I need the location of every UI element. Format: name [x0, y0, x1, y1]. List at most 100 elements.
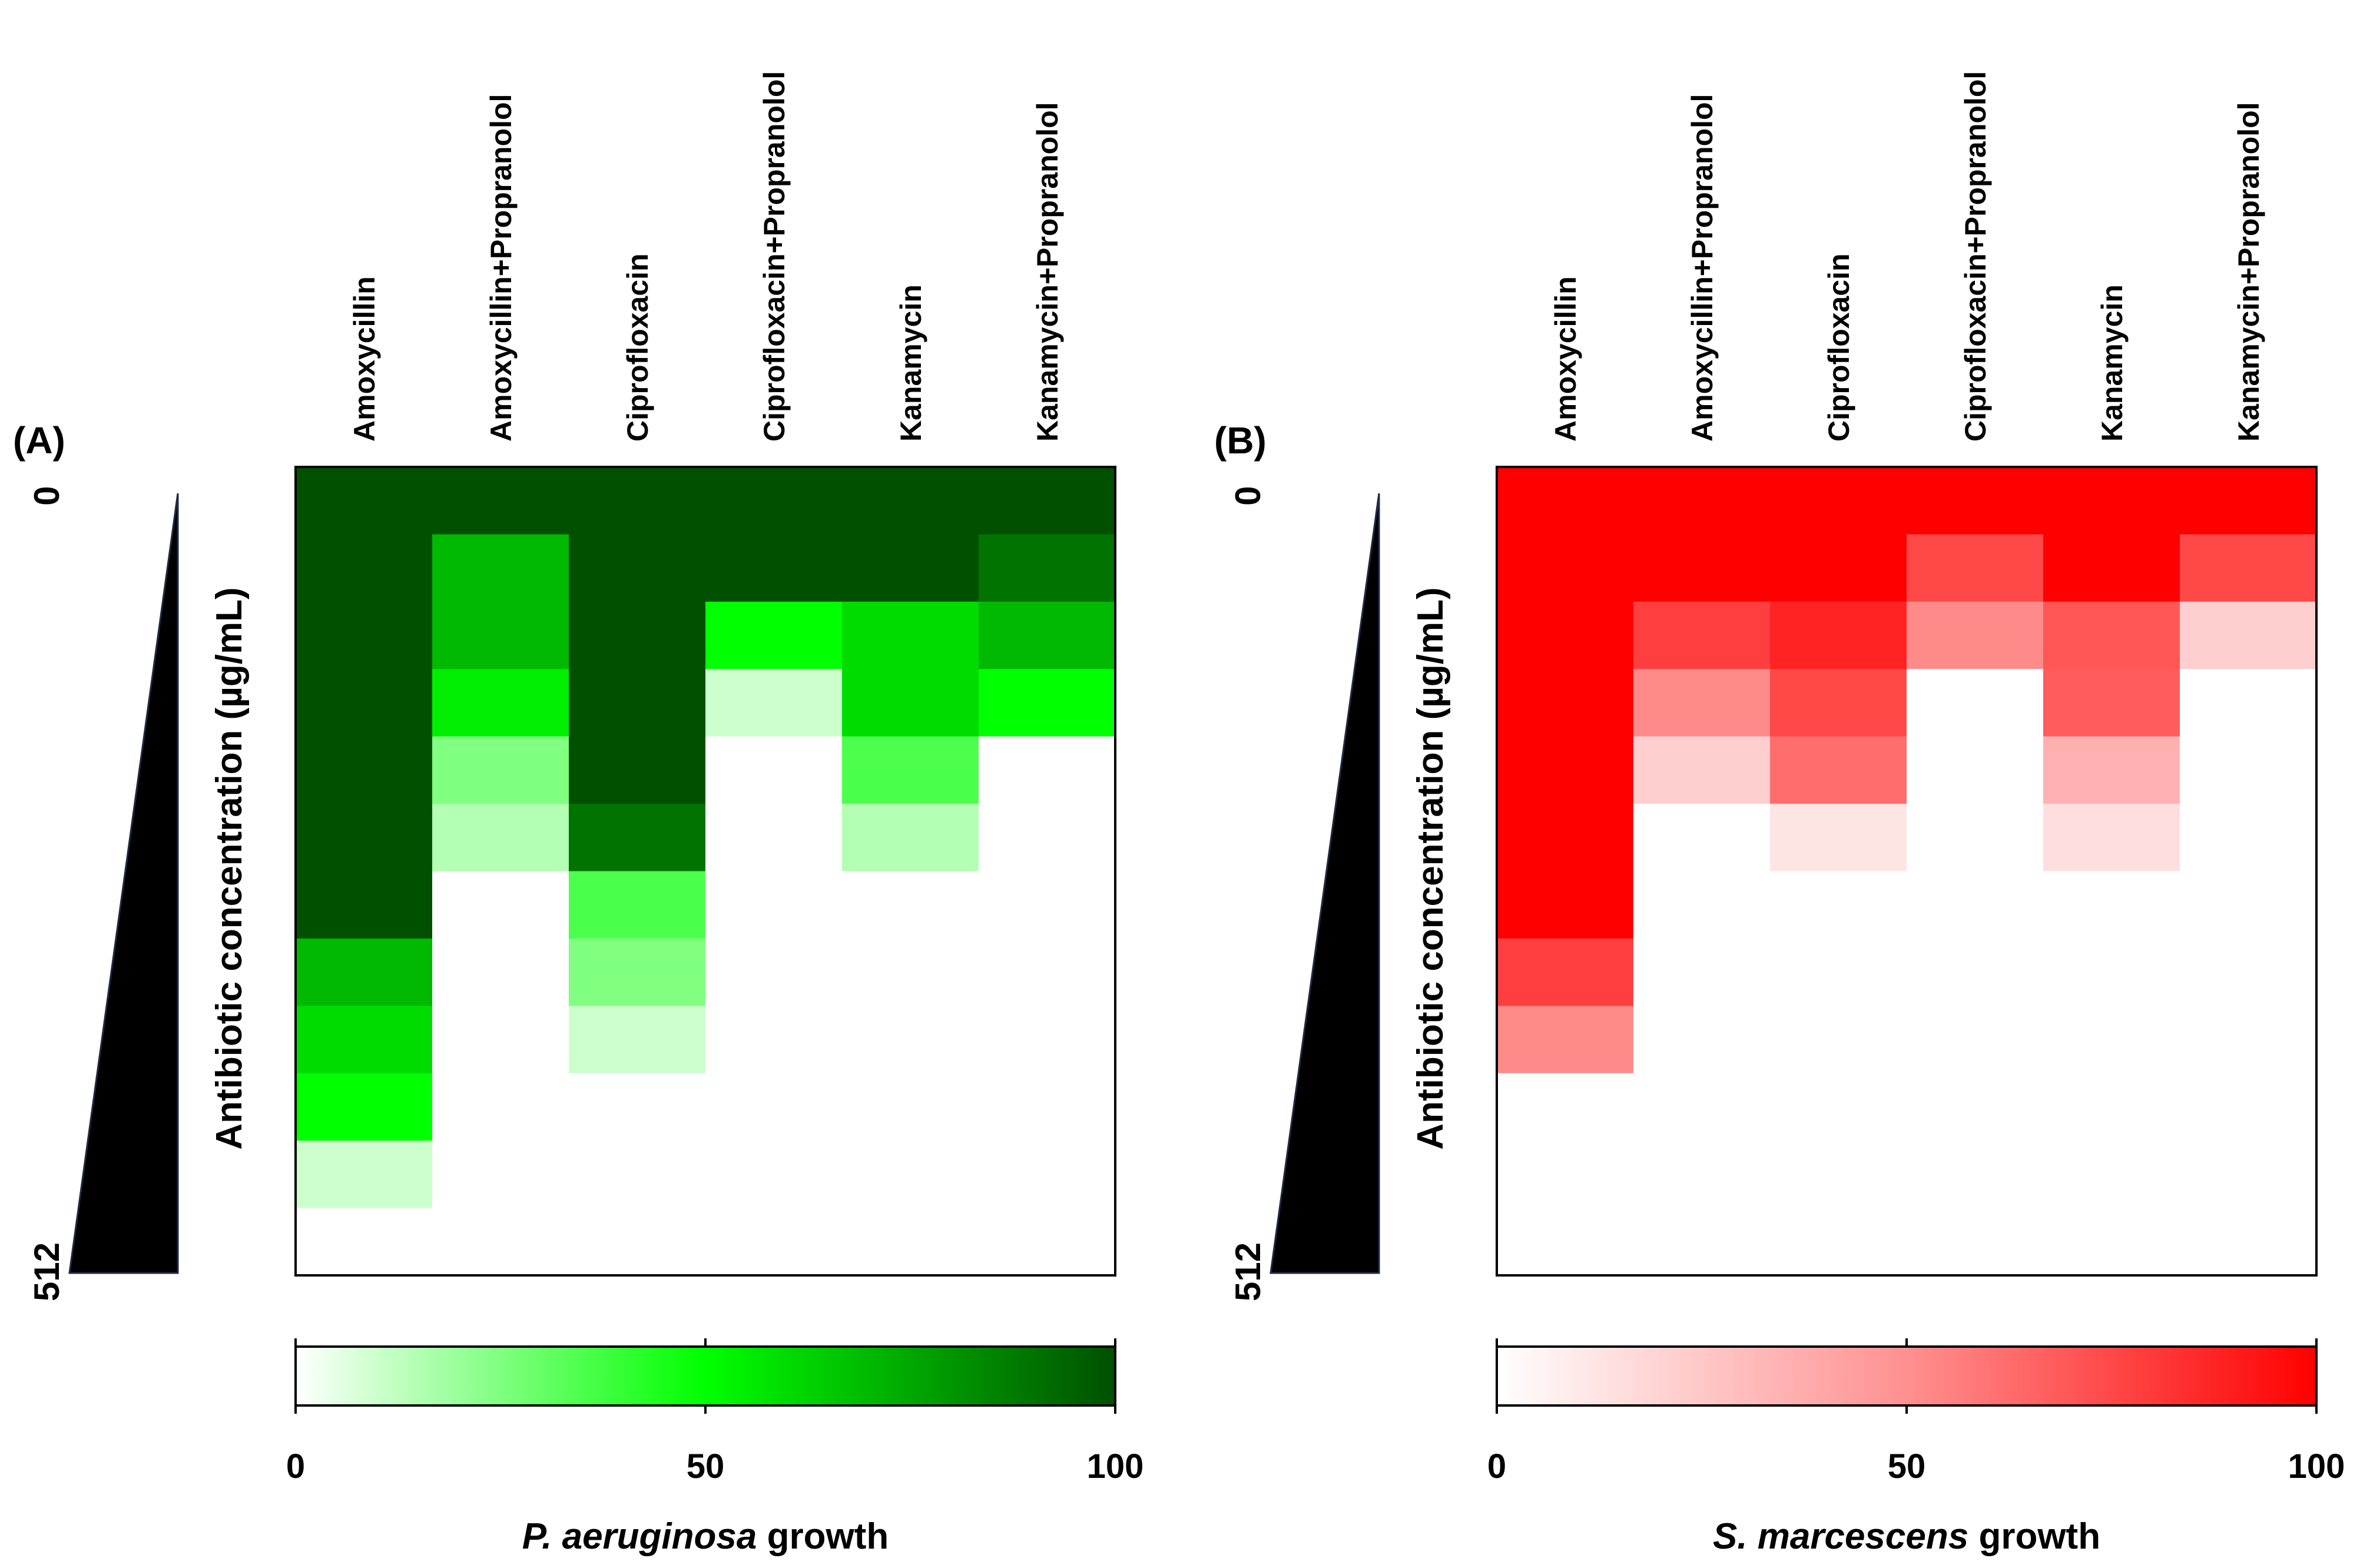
heatmap-cell: [432, 1141, 569, 1209]
heatmap-cell: [1770, 1208, 1907, 1276]
heatmap-cell: [296, 1006, 433, 1074]
heatmap-cell: [1907, 467, 2044, 535]
heatmap-cell: [705, 871, 843, 939]
heatmap-cell: [1907, 938, 2044, 1006]
heatmap-cell: [1770, 601, 1907, 669]
heatmap-cell: [1497, 1073, 1634, 1141]
y-axis-title: Antibiotic concentration (µg/mL): [1410, 587, 1451, 1149]
heatmap-cell: [842, 467, 979, 535]
heatmap-cell: [842, 736, 979, 804]
gradient-top-label: 0: [27, 486, 67, 505]
heatmap-cell: [2180, 1073, 2317, 1141]
heatmap-cell: [979, 1006, 1116, 1074]
heatmap-cell: [569, 804, 706, 872]
heatmap-cell: [705, 669, 843, 737]
heatmap-frame: [294, 466, 1116, 1277]
heatmap-cell: [705, 736, 843, 804]
heatmap-cell: [842, 601, 979, 669]
heatmap-panel-b: Amoxycillin Amoxycillin+Propranolol Ciprof…: [1214, 71, 2345, 1557]
heatmap-cell: [705, 601, 843, 669]
column-label: Amoxycillin: [1549, 276, 1582, 442]
heatmap-cell: [842, 1141, 979, 1209]
colorbar-tick-label: 0: [1487, 1447, 1506, 1486]
heatmap-cell: [705, 1141, 843, 1209]
heatmap-cell: [569, 1208, 706, 1276]
heatmap-cell: [1497, 467, 1634, 535]
heatmap-cell: [296, 1073, 433, 1141]
heatmap-cell: [1770, 871, 1907, 939]
heatmap-cell: [432, 804, 569, 872]
heatmap-frame: [1496, 466, 2318, 1277]
heatmap-cell: [979, 1073, 1116, 1141]
heatmap-cell: [705, 804, 843, 872]
heatmap-cell: [842, 804, 979, 872]
heatmap-cell: [296, 938, 433, 1006]
heatmap-cell: [705, 1208, 843, 1276]
heatmap-cell: [1497, 938, 1634, 1006]
gradient-bottom-label: 512: [27, 1242, 67, 1301]
colorbar-tick-label: 100: [1087, 1447, 1144, 1486]
heatmap-cell: [1770, 467, 1907, 535]
heatmap-cell: [2180, 601, 2317, 669]
heatmap-cell: [979, 669, 1116, 737]
heatmap-cell: [1633, 938, 1771, 1006]
heatmap-cell: [979, 534, 1116, 602]
colorbar-tick-label: 50: [1888, 1447, 1926, 1486]
heatmap-cell: [1907, 804, 2044, 872]
heatmap-cell: [432, 871, 569, 939]
heatmap-cell: [979, 1208, 1116, 1276]
heatmap-cell: [2043, 938, 2180, 1006]
colorbar-title-species: S. marcescens: [1713, 1516, 1968, 1557]
heatmap-cell: [569, 467, 706, 535]
heatmap-cell: [1907, 1208, 2044, 1276]
column-label: Kanamycin: [2096, 284, 2129, 442]
heatmap-cell: [569, 534, 706, 602]
heatmap-cell: [569, 938, 706, 1006]
heatmap-cell: [1770, 736, 1907, 804]
heatmap-cell: [1633, 1073, 1771, 1141]
heatmap-cell: [1907, 1006, 2044, 1074]
heatmap-cell: [705, 467, 843, 535]
heatmap-cell: [1497, 534, 1634, 602]
heatmap-cell: [1770, 1073, 1907, 1141]
heatmap-cell: [296, 1208, 433, 1276]
heatmap-cell: [979, 601, 1116, 669]
heatmap-cell: [296, 467, 433, 535]
heatmap-cell: [2180, 804, 2317, 872]
heatmap-cell: [842, 669, 979, 737]
heatmap-cell: [432, 601, 569, 669]
column-label: Kanamycin: [894, 284, 927, 442]
heatmap-cell: [432, 534, 569, 602]
heatmap-panel-a: Amoxycillin Amoxycillin+Propranolol Ciprof…: [13, 71, 1143, 1557]
heatmap-cell: [1907, 669, 2044, 737]
heatmap-cell: [1497, 1141, 1634, 1209]
heatmap-cell: [979, 804, 1116, 872]
heatmap-cell: [432, 1073, 569, 1141]
heatmap-cell: [842, 938, 979, 1006]
heatmap-cell: [2180, 938, 2317, 1006]
heatmap-cell: [432, 467, 569, 535]
heatmap-cell: [569, 871, 706, 939]
heatmap-cell: [2180, 871, 2317, 939]
heatmap-cell: [979, 1141, 1116, 1209]
heatmap-cell: [2043, 1006, 2180, 1074]
heatmap-cell: [1770, 534, 1907, 602]
concentration-gradient-triangle: [68, 493, 179, 1274]
colorbar-title-suffix: growth: [757, 1516, 889, 1557]
heatmap-cell: [2043, 601, 2180, 669]
heatmap-cell: [2043, 1073, 2180, 1141]
heatmap-cell: [2180, 669, 2317, 737]
heatmap-cell: [296, 534, 433, 602]
heatmap-cell: [1497, 871, 1634, 939]
heatmap-cell: [705, 534, 843, 602]
colorbar-title: S. marcescens growth: [1713, 1516, 2100, 1557]
heatmap-cell: [1633, 467, 1771, 535]
heatmap-cell: [1633, 601, 1771, 669]
heatmap-cell: [842, 534, 979, 602]
heatmap-cell: [1633, 1208, 1771, 1276]
heatmap-cell: [569, 1073, 706, 1141]
heatmap-cell: [1770, 1141, 1907, 1209]
heatmap-cell: [569, 1006, 706, 1074]
heatmap-cell: [1497, 736, 1634, 804]
